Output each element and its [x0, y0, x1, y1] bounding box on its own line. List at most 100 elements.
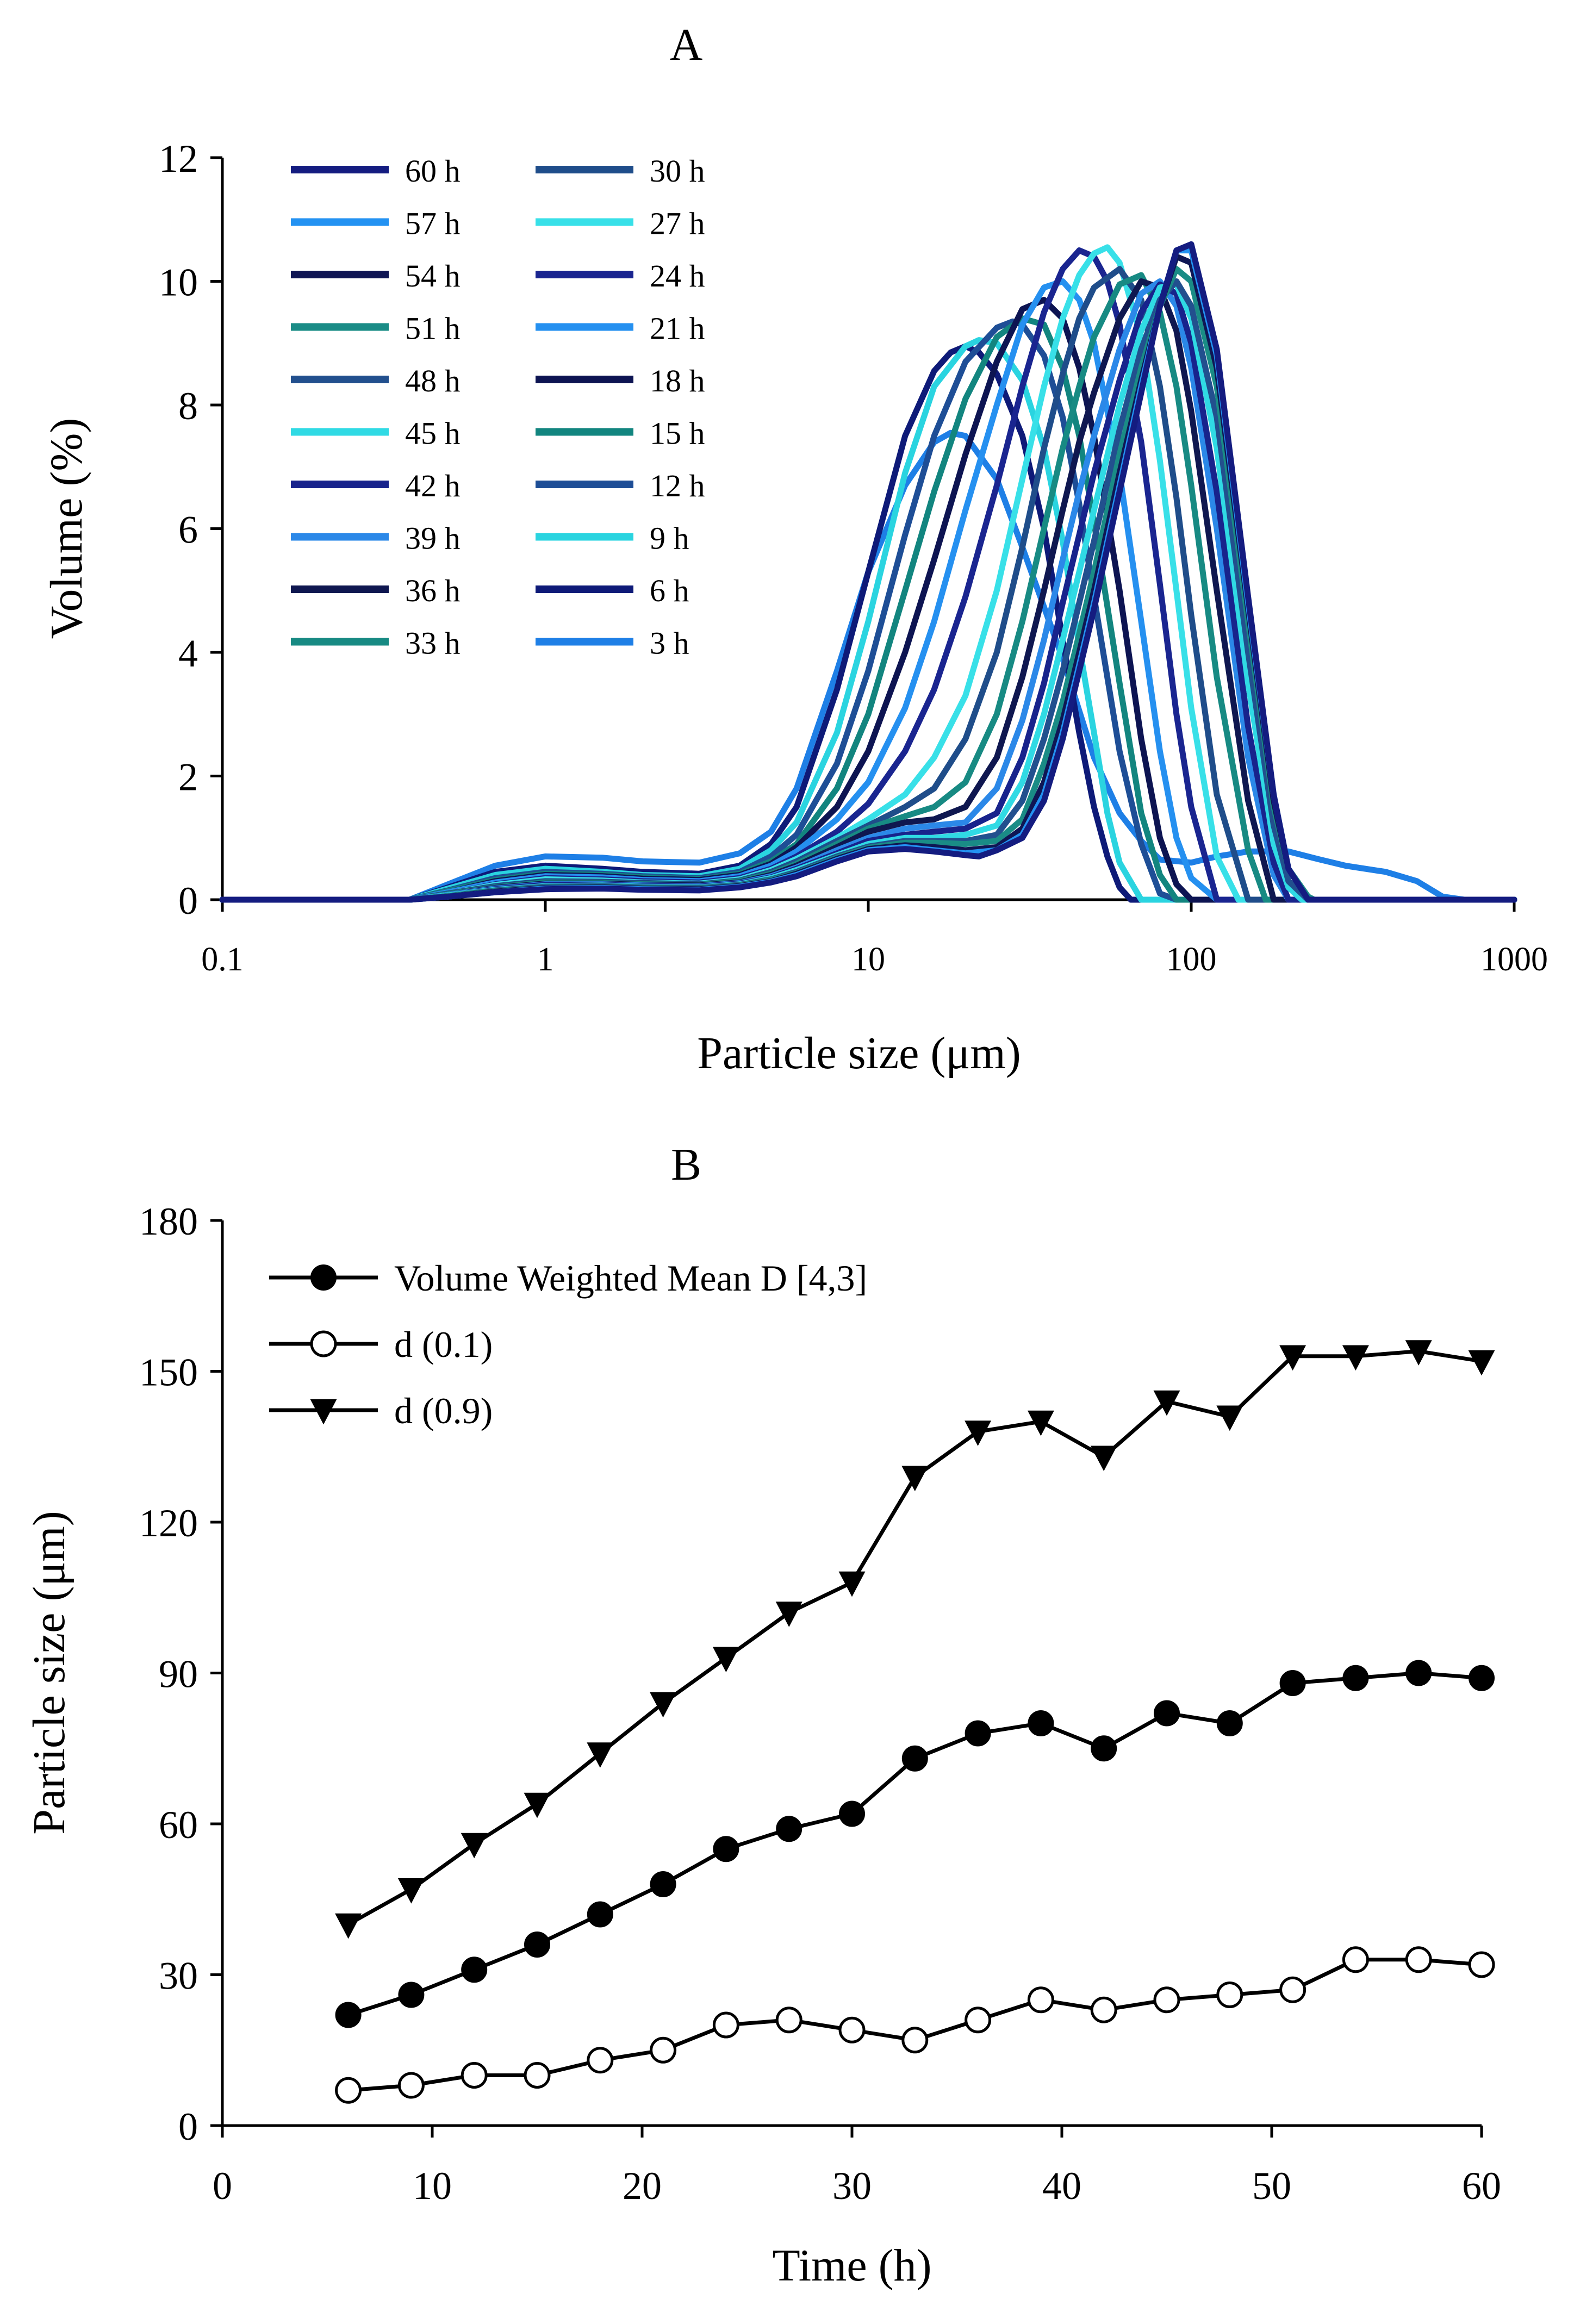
panel-a-y-tick-label: 2: [178, 756, 198, 799]
panel-b-data-point: [397, 2072, 425, 2099]
legend-entry-label: 27 h: [650, 206, 705, 241]
panel-b-legend: Volume Weighted Mean D [4,3] d (0.1) d (0.…: [269, 1257, 867, 1431]
panel-b-data-point: [335, 2002, 362, 2028]
panel-a-ticks: 0 2 4 6 8 10 12 0.1 1 10 100 1000: [159, 137, 1548, 978]
legend-entry-label: 15 h: [650, 416, 705, 451]
panel-b-data-point: [650, 1871, 676, 1897]
panel-b-data-point: [712, 2011, 739, 2039]
panel-b-y-tick-label: 180: [139, 1200, 198, 1243]
legend-entry-label: d (0.9): [394, 1390, 493, 1431]
panel-a: A 0 2 4 6 8 10 12 0.1 1 10 100 1000 60 h 57 h 54 h 51 …: [41, 20, 1548, 1079]
panel-b-data-point: [587, 1742, 614, 1768]
panel-a-y-tick-label: 0: [178, 879, 198, 923]
panel-b-data-point: [712, 1647, 739, 1673]
legend-entry-label: 45 h: [405, 416, 461, 451]
panel-b-y-axis-label: Particle size (μm): [24, 1511, 74, 1834]
panel-b-data-point: [1216, 1710, 1243, 1736]
legend-entry-label: 18 h: [650, 363, 705, 398]
legend-entry-label: 3 h: [650, 626, 689, 661]
panel-b-data-point: [1342, 1946, 1369, 1973]
legend-entry-label: 54 h: [405, 258, 461, 294]
panel-b-y-tick-label: 30: [159, 1954, 198, 1998]
legend-entry-label: 30 h: [650, 153, 705, 189]
panel-a-series-line-60h: [219, 241, 1517, 903]
panel-b-series: [335, 1660, 1495, 2028]
panel-a-y-tick-label: 12: [159, 137, 198, 180]
panel-b-data-point: [1091, 1735, 1117, 1762]
panel-b-y-tick-label: 90: [159, 1653, 198, 1696]
panel-b-x-axis-label: Time (h): [772, 2240, 931, 2291]
panel-b-data-point: [524, 2062, 551, 2089]
panel-a-x-tick-label: 1000: [1480, 941, 1548, 978]
panel-b-data-point: [1216, 1982, 1243, 2008]
panel-b-data-point: [901, 2027, 929, 2054]
panel-b-data-point: [1279, 1345, 1307, 1371]
legend-entry-label: 12 h: [650, 468, 705, 503]
panel-b-data-point: [1027, 1986, 1054, 2014]
panel-b-data-point: [965, 2007, 992, 2034]
panel-b-ticks: 0 30 60 90 120 150 180 0 10 20 30 40 50 60: [139, 1200, 1501, 2208]
legend-swatch-marker: [310, 1399, 337, 1425]
panel-a-y-tick-label: 10: [159, 261, 198, 304]
legend-entry-label: 21 h: [650, 311, 705, 346]
panel-b-series-line: [347, 1671, 1482, 2017]
panel-a-legend: 60 h 57 h 54 h 51 h 48 h 45 h 42 h 39 h 36 h 33 h…: [291, 153, 705, 661]
panel-a-x-tick-label: 10: [851, 941, 885, 978]
legend-entry-label: 51 h: [405, 311, 461, 346]
panel-b-data-point: [397, 1878, 425, 1904]
panel-b-data-point: [1468, 1350, 1495, 1376]
panel-a-y-tick-label: 8: [178, 384, 198, 428]
legend-entry-label: 33 h: [405, 626, 461, 661]
panel-b-series-group: [335, 1340, 1495, 2104]
legend-entry-label: d (0.1): [394, 1324, 493, 1365]
panel-b-data-point: [1153, 1390, 1180, 1416]
panel-b-data-point: [1153, 1986, 1180, 2014]
panel-a-x-axis-label: Particle size (μm): [697, 1028, 1021, 1079]
panel-b-data-point: [838, 2016, 866, 2043]
panel-b-data-point: [838, 1571, 866, 1597]
legend-entry-label: Volume Weighted Mean D [4,3]: [394, 1257, 867, 1299]
panel-b-data-point: [335, 2077, 362, 2104]
panel-b-x-tick-label: 60: [1462, 2164, 1501, 2208]
panel-b-data-point: [461, 1833, 488, 1859]
panel-b-data-point: [1027, 1410, 1054, 1436]
panel-a-series-group: [219, 241, 1517, 903]
panel-b-data-point: [461, 2062, 488, 2089]
panel-b-data-point: [335, 1913, 362, 1939]
panel-b-data-point: [775, 2007, 802, 2034]
panel-b-series: [335, 1340, 1495, 1939]
legend-entry-label: 36 h: [405, 573, 461, 608]
panel-b-data-point: [1405, 1660, 1432, 1686]
panel-b-data-point: [1090, 1446, 1117, 1472]
legend-entry-label: 60 h: [405, 153, 461, 189]
panel-b-y-tick-label: 120: [139, 1501, 198, 1545]
legend-entry-label: 9 h: [650, 521, 689, 556]
panel-a-x-tick-label: 100: [1166, 941, 1217, 978]
panel-b-data-point: [461, 1957, 488, 1983]
legend-swatch-marker: [310, 1264, 337, 1291]
panel-b-data-point: [650, 1692, 677, 1718]
legend-entry-label: 42 h: [405, 468, 461, 503]
legend-entry-label: 48 h: [405, 363, 461, 398]
legend-entry-label: 57 h: [405, 206, 461, 241]
panel-b-x-tick-label: 40: [1042, 2164, 1081, 2208]
legend-swatch-marker: [310, 1330, 337, 1357]
panel-b-data-point: [965, 1420, 992, 1446]
panel-b-x-tick-label: 10: [413, 2164, 452, 2208]
panel-b-y-tick-label: 60: [159, 1803, 198, 1847]
panel-b-y-tick-label: 0: [178, 2105, 198, 2148]
panel-a-y-tick-label: 6: [178, 508, 198, 552]
panel-b-data-point: [650, 2036, 677, 2064]
legend-entry-label: 24 h: [650, 258, 705, 294]
panel-b-series-line: [348, 1958, 1482, 2092]
panel-b-data-point: [524, 1932, 550, 1958]
legend-entry-label: 39 h: [405, 521, 461, 556]
panel-b-data-point: [776, 1816, 802, 1842]
panel-b-data-point: [1216, 1405, 1243, 1431]
panel-b-data-point: [839, 1800, 865, 1827]
panel-b-data-point: [1405, 1340, 1432, 1366]
panel-b-data-point: [713, 1836, 739, 1862]
panel-b-data-point: [1405, 1946, 1432, 1973]
